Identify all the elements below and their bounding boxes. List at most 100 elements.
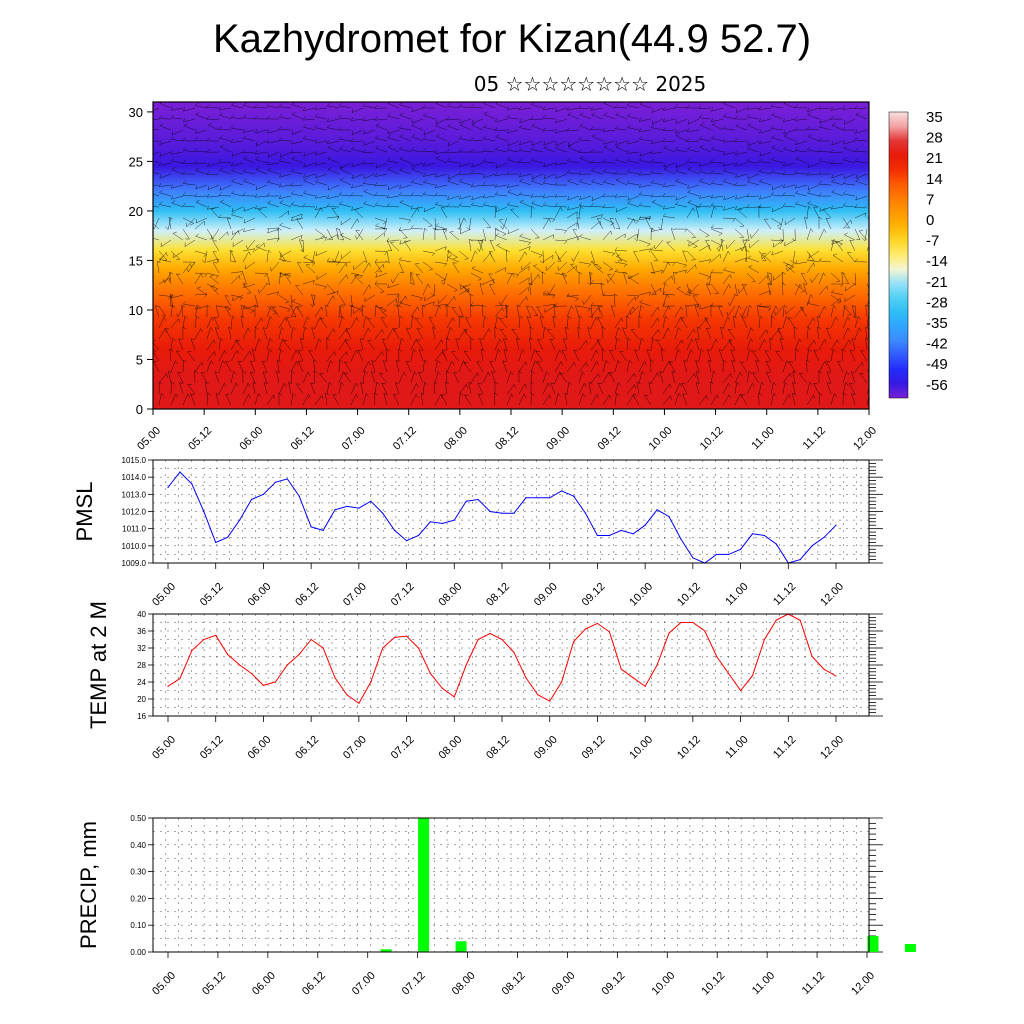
- wind-barb-flag: [847, 316, 851, 321]
- wind-barb-flag: [813, 262, 816, 267]
- wind-barb: [302, 327, 305, 340]
- wind-barb: [837, 361, 844, 373]
- wind-barb-flag: [529, 337, 534, 341]
- wind-barb: [687, 129, 700, 133]
- wind-barb-flag: [554, 203, 558, 207]
- pmsl-line-point: [346, 505, 348, 507]
- wind-barb: [746, 228, 750, 241]
- wind-barb: [843, 183, 856, 186]
- wind-barb-flag: [562, 349, 567, 352]
- wind-barb: [516, 338, 520, 351]
- wind-barb-flag: [279, 222, 284, 226]
- wind-barb-flag: [518, 191, 523, 195]
- wind-barb: [773, 239, 784, 248]
- x-tick-label: 06.00: [246, 734, 274, 762]
- wind-barb-flag: [225, 361, 230, 363]
- wind-barb-flag: [675, 168, 679, 172]
- wind-barb-flag: [410, 271, 415, 275]
- wind-barb: [531, 104, 544, 109]
- wind-barb: [844, 294, 856, 302]
- wind-barb-flag: [609, 371, 614, 374]
- wind-barb: [206, 272, 219, 277]
- wind-barb: [350, 304, 352, 318]
- wind-barb-flag: [519, 233, 524, 237]
- wind-barb-flag: [519, 118, 522, 123]
- wind-barb: [590, 307, 599, 318]
- wind-barb-flag: [291, 112, 296, 115]
- wind-barb: [470, 173, 484, 175]
- wind-barb: [619, 351, 628, 362]
- wind-barb: [386, 328, 394, 340]
- wind-barb: [854, 305, 857, 319]
- wind-barb-flag: [786, 267, 788, 272]
- x-tick-label: 07.12: [389, 581, 417, 609]
- wind-barb-flag: [774, 311, 776, 316]
- wind-barb-flag: [159, 256, 163, 260]
- wind-barb: [483, 161, 496, 164]
- wind-barb-flag: [735, 151, 738, 155]
- wind-barb-flag: [573, 349, 578, 352]
- wind-barb-flag: [723, 196, 726, 201]
- wind-barb: [831, 239, 844, 245]
- wind-barb-flag: [495, 146, 499, 150]
- wind-barb: [344, 339, 352, 351]
- wind-barb: [603, 171, 616, 175]
- wind-barb-flag: [290, 149, 294, 154]
- wind-barb-flag: [725, 244, 728, 249]
- wind-barb-flag: [236, 350, 239, 355]
- wind-barb: [243, 105, 256, 109]
- wind-barb-flag: [691, 259, 696, 261]
- wind-barb-flag: [507, 141, 510, 146]
- wind-barb-flag: [206, 104, 210, 108]
- wind-barb-flag: [771, 112, 776, 116]
- wind-barb-flag: [767, 283, 772, 286]
- wind-barb: [602, 161, 616, 164]
- wind-barb-flag: [169, 348, 174, 352]
- wind-barb-flag: [710, 180, 715, 184]
- wind-barb: [171, 184, 184, 189]
- wind-barb: [783, 129, 796, 135]
- temp-line-point: [704, 630, 706, 632]
- wind-barb: [363, 173, 376, 179]
- wind-barb-flag: [807, 146, 811, 150]
- wind-barb: [326, 228, 333, 240]
- wind-barb-flag: [182, 170, 186, 175]
- wind-barb: [206, 360, 212, 373]
- wind-barb-flag: [410, 191, 414, 196]
- wind-barb: [825, 327, 832, 340]
- wind-barb: [224, 306, 232, 318]
- wind-barb-flag: [687, 189, 691, 193]
- wind-barb: [510, 209, 520, 219]
- wind-barb-flag: [759, 129, 762, 134]
- wind-barb-flag: [511, 393, 514, 398]
- wind-barb: [614, 393, 617, 406]
- wind-barb-flag: [699, 178, 703, 182]
- wind-barb: [278, 305, 291, 310]
- wind-barb: [230, 250, 236, 263]
- wind-barb: [740, 361, 748, 373]
- wind-barb: [687, 292, 700, 296]
- wind-barb-flag: [477, 278, 482, 281]
- wind-barb: [471, 184, 484, 188]
- wind-barb-flag: [657, 307, 660, 311]
- wind-barb-flag: [758, 392, 763, 396]
- wind-barb: [194, 151, 208, 153]
- wind-barb-flag: [802, 307, 804, 312]
- wind-barb-flag: [471, 196, 474, 201]
- wind-barb: [362, 393, 367, 406]
- wind-barb: [588, 382, 592, 395]
- wind-barb-flag: [278, 183, 282, 188]
- wind-barb: [849, 349, 856, 362]
- wind-barb-flag: [175, 360, 178, 365]
- wind-barb-flag: [780, 338, 784, 341]
- wind-barb-flag: [429, 317, 434, 319]
- wind-barb: [819, 206, 832, 212]
- wind-barb: [651, 182, 664, 186]
- wind-barb: [220, 201, 232, 208]
- wind-barb-flag: [197, 305, 201, 309]
- wind-barb-flag: [698, 194, 702, 199]
- wind-barb: [351, 162, 364, 168]
- wind-barb: [171, 160, 184, 164]
- wind-barb-flag: [662, 213, 667, 217]
- wind-barb: [566, 222, 578, 230]
